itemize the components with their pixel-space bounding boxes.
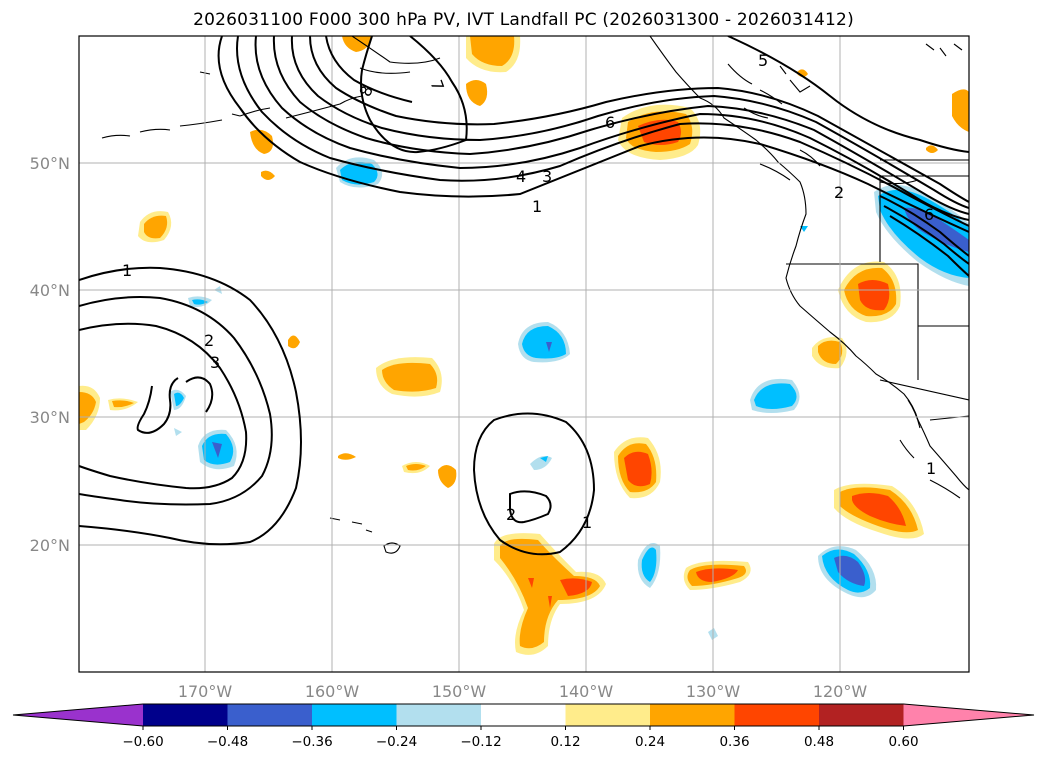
- colorbar-tick-label: −0.12: [460, 734, 501, 750]
- lon-label: 130°W: [686, 682, 741, 701]
- colorbar-extend-low: [13, 704, 143, 726]
- contour-label: 3: [210, 353, 220, 372]
- colorbar-tick-label: −0.36: [291, 734, 332, 750]
- contour-label: 1: [122, 261, 132, 280]
- contour-label: 4: [516, 167, 526, 186]
- negative-anomaly-fields: [170, 157, 969, 640]
- colorbar-tick-label: 0.36: [719, 734, 749, 750]
- contour-label: 3: [542, 167, 552, 186]
- longitude-labels: 170°W 160°W 150°W 140°W 130°W 120°W: [178, 682, 868, 701]
- contour-label: 6: [605, 113, 615, 132]
- colorbar-tick-label: 0.12: [550, 734, 580, 750]
- pv-contours: [79, 36, 969, 556]
- colorbar-bin: [227, 704, 313, 726]
- colorbar-bin: [312, 704, 397, 726]
- colorbar-bin: [819, 704, 904, 726]
- coastlines: [101, 36, 969, 554]
- colorbar-bin: [734, 704, 820, 726]
- lon-label: 140°W: [559, 682, 614, 701]
- lon-label: 160°W: [305, 682, 360, 701]
- colorbar-labels: −0.60 −0.48 −0.36 −0.24 −0.12 0.12 0.24 0.36 0.4…: [122, 734, 918, 750]
- colorbar-bin: [143, 704, 228, 726]
- lat-label: 40°N: [30, 281, 70, 300]
- positive-anomaly-fields: [79, 36, 969, 655]
- lon-label: 170°W: [178, 682, 233, 701]
- contour-label: 2: [204, 331, 214, 350]
- lat-label: 50°N: [30, 154, 70, 173]
- map-title: 2026031100 F000 300 hPa PV, IVT Landfall…: [193, 10, 854, 30]
- colorbar-bin: [565, 704, 651, 726]
- contour-label: 1: [532, 197, 542, 216]
- colorbar-tick-label: 0.24: [635, 734, 665, 750]
- lon-label: 150°W: [432, 682, 487, 701]
- colorbar-tick-label: −0.48: [207, 734, 248, 750]
- colorbar-tick-label: 0.60: [888, 734, 918, 750]
- colorbar-extend-high: [903, 704, 1034, 726]
- pv-contour-labels: 8 7 6 5 4 3 1 2 6 1 2 3 1 2 1: [122, 51, 936, 532]
- contour-label: 6: [924, 205, 934, 224]
- plot-frame: [78, 35, 970, 673]
- colorbar-tick-label: 0.48: [804, 734, 834, 750]
- contour-label: 1: [926, 459, 936, 478]
- colorbar-bin: [396, 704, 482, 726]
- contour-label: 2: [834, 183, 844, 202]
- contour-label: 5: [758, 51, 768, 70]
- lat-label: 30°N: [30, 408, 70, 427]
- colorbar-tick-label: −0.60: [122, 734, 163, 750]
- colorbar-tick-label: −0.24: [376, 734, 417, 750]
- colorbar-bin: [481, 704, 566, 726]
- latitude-labels: 50°N 40°N 30°N 20°N: [30, 154, 70, 555]
- contour-label: 2: [506, 505, 516, 524]
- colorbar: [12, 703, 1035, 730]
- lon-label: 120°W: [813, 682, 868, 701]
- lat-label: 20°N: [30, 536, 70, 555]
- contour-label: 1: [582, 513, 592, 532]
- colorbar-bin: [650, 704, 735, 726]
